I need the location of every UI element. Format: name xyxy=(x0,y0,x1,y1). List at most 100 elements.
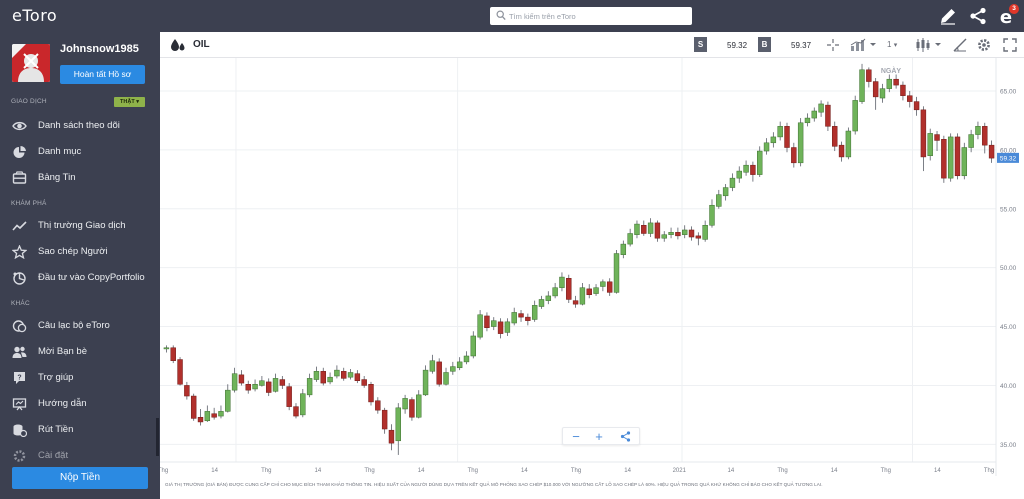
zoom-out-button[interactable]: − xyxy=(572,429,580,444)
candle-body xyxy=(443,372,449,385)
candle-body xyxy=(579,287,586,305)
guide-icon xyxy=(12,398,27,411)
invite-icon xyxy=(12,346,27,358)
period-select[interactable]: 1 ▾ xyxy=(887,40,898,49)
sell-button[interactable]: S xyxy=(694,37,707,52)
section-discover: KHÁM PHÁ xyxy=(11,200,47,207)
candle-body xyxy=(354,373,361,381)
notification-count-badge: 3 xyxy=(1009,4,1019,14)
candle-body xyxy=(907,95,913,102)
chart-toolbar: OIL S 59.32 B 59.37 1 ▾ xyxy=(160,32,1024,58)
sidebar-scrollbar[interactable] xyxy=(156,418,159,456)
sell-price[interactable]: 59.32 xyxy=(727,41,748,50)
candle-body xyxy=(777,126,783,138)
candle-body xyxy=(504,321,511,333)
instrument-name[interactable]: OIL xyxy=(193,39,210,50)
current-price-label: 59.32 xyxy=(1000,155,1017,162)
candle-body xyxy=(497,321,504,334)
deposit-button[interactable]: Nộp Tiền xyxy=(12,467,148,489)
crosshair-icon[interactable] xyxy=(825,37,841,53)
fullscreen-icon[interactable] xyxy=(1002,37,1018,53)
sidebar-item-watchlist[interactable]: Danh sách theo dõi xyxy=(0,115,158,137)
y-tick-label: 35.00 xyxy=(1000,442,1017,449)
share-icon[interactable] xyxy=(968,6,988,26)
top-bar: e xyxy=(160,0,1024,32)
search-input[interactable] xyxy=(509,9,689,23)
edit-icon[interactable] xyxy=(938,6,958,26)
candle-body xyxy=(429,360,436,372)
search-box[interactable] xyxy=(490,7,692,25)
candle-body xyxy=(668,232,674,235)
disclaimer-text: GIÁ THỊ TRƯỜNG (GIÁ BÁN) ĐƯỢC CUNG CẤP C… xyxy=(165,482,823,487)
candle-body xyxy=(327,376,333,383)
buy-button[interactable]: B xyxy=(758,37,771,52)
current-price-tag xyxy=(997,152,1019,163)
sidebar-item-label: Mời Bạn bè xyxy=(38,346,88,357)
complete-profile-button[interactable]: Hoàn tất Hồ sơ xyxy=(60,65,145,84)
candle-body xyxy=(416,394,422,418)
sidebar-item-portfolio[interactable]: Danh mục xyxy=(0,141,158,163)
candle-body xyxy=(593,287,599,294)
x-tick-label: Thg xyxy=(160,468,168,474)
candle-body xyxy=(334,369,340,377)
candle-body xyxy=(620,243,627,255)
candle-body xyxy=(559,276,565,288)
drawing-tools-icon[interactable] xyxy=(952,37,968,53)
avatar[interactable] xyxy=(12,44,50,82)
sidebar-item-guide[interactable]: Hướng dẫn xyxy=(0,393,158,415)
price-chart[interactable]: 65.00 60.00 55.00 50.00 45.00 40.00 35.00 Thg 14… xyxy=(160,58,1024,499)
settings-icon xyxy=(13,450,26,462)
username[interactable]: Johnsnow1985 xyxy=(60,43,139,55)
candle-body xyxy=(879,88,886,99)
candle-body xyxy=(675,232,681,237)
candle-body xyxy=(463,355,470,363)
candle-body xyxy=(927,133,933,157)
candle-body xyxy=(845,130,852,158)
candle-body xyxy=(402,398,408,410)
sidebar-item-withdraw[interactable]: Rút Tiền xyxy=(0,419,158,441)
candle-body xyxy=(975,126,981,135)
search-icon xyxy=(496,10,506,21)
candle-body xyxy=(545,295,552,301)
sidebar-item-club[interactable]: Câu lạc bộ eToro xyxy=(0,315,158,337)
candle-body xyxy=(388,429,395,444)
candle-body xyxy=(818,103,824,113)
candle-body xyxy=(184,385,190,397)
candle-body xyxy=(211,413,217,418)
candle-body xyxy=(218,411,224,417)
sidebar-item-help[interactable]: ? Trợ giúp xyxy=(0,367,158,389)
candle-body xyxy=(300,393,306,416)
candle-body xyxy=(859,69,865,102)
sidebar-item-copy-people[interactable]: Sao chép Người xyxy=(0,241,158,263)
sidebar-item-newsfeed[interactable]: Bảng Tin xyxy=(0,167,158,189)
candle-body xyxy=(757,150,763,175)
sidebar-item-copyportfolio[interactable]: Đầu tư vào CopyPortfolio xyxy=(0,267,158,289)
candle-body xyxy=(381,409,388,430)
candle-body xyxy=(190,395,197,419)
candle-body xyxy=(627,233,633,245)
club-icon xyxy=(12,320,27,333)
sidebar-item-invite[interactable]: Mời Bạn bè xyxy=(0,341,158,363)
candle-body xyxy=(259,380,265,386)
x-tick-label: Thg xyxy=(984,468,994,474)
zoom-in-button[interactable]: + xyxy=(595,429,603,444)
chart-settings-icon[interactable] xyxy=(976,37,992,53)
candle-body xyxy=(947,136,954,179)
candle-body xyxy=(361,379,367,386)
sidebar-item-markets[interactable]: Thị trường Giao dịch xyxy=(0,215,158,237)
etoro-logo[interactable]: eToro xyxy=(12,6,58,25)
candlestick-chart[interactable]: 65.00 60.00 55.00 50.00 45.00 40.00 35.00 Thg 14… xyxy=(160,58,1024,499)
sidebar-item-label: Câu lạc bộ eToro xyxy=(38,320,110,331)
candle-body xyxy=(634,223,640,235)
y-tick-label: 65.00 xyxy=(1000,88,1017,95)
candle-body xyxy=(320,371,326,384)
account-mode-badge[interactable]: THẬT ▾ xyxy=(114,97,145,107)
candle-body xyxy=(552,287,558,297)
x-tick-label: 14 xyxy=(418,468,425,474)
candle-body xyxy=(422,369,429,396)
share-chart-icon[interactable] xyxy=(620,431,631,442)
buy-price[interactable]: 59.37 xyxy=(791,41,812,50)
candle-style-icon[interactable] xyxy=(915,37,943,53)
sidebar-item-settings[interactable]: Cài đặt xyxy=(0,445,158,467)
chart-type-icon[interactable] xyxy=(850,37,878,53)
